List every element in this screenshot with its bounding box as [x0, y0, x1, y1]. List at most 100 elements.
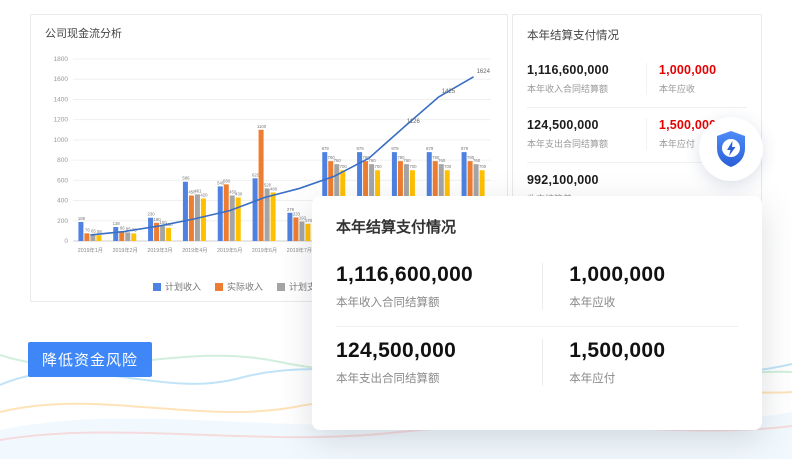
- stats-cell: 1,116,600,000 本年收入合同结算额: [527, 63, 646, 95]
- svg-text:2019年2月: 2019年2月: [113, 246, 138, 254]
- svg-text:879: 879: [356, 146, 364, 151]
- svg-text:700: 700: [479, 164, 487, 169]
- svg-text:600: 600: [57, 177, 68, 184]
- svg-text:879: 879: [322, 146, 330, 151]
- card-value: 124,500,000: [336, 339, 457, 362]
- card-value: 1,500,000: [569, 339, 666, 362]
- svg-text:700: 700: [409, 164, 417, 169]
- security-shield-badge: [699, 117, 763, 181]
- shield-lightning-icon: [717, 131, 745, 167]
- svg-text:450: 450: [229, 190, 237, 195]
- stat-value: 1,000,000: [658, 63, 717, 77]
- svg-text:560: 560: [223, 178, 231, 183]
- stat-label: 本年支出合同结算额: [527, 139, 609, 149]
- stat-value: 992,100,000: [527, 173, 599, 187]
- svg-text:180: 180: [153, 217, 161, 222]
- stats-row: 1,116,600,000 本年收入合同结算额 1,000,000 本年应收: [527, 53, 747, 108]
- legend-item: 计划支出: [277, 280, 325, 293]
- svg-text:790: 790: [397, 155, 405, 160]
- card-label: 本年应收: [569, 297, 616, 309]
- svg-text:1624: 1624: [477, 69, 491, 75]
- card-cell: 1,500,000 本年应付: [542, 339, 738, 386]
- svg-text:233: 233: [293, 211, 301, 216]
- stat-value: 1,500,000: [658, 118, 717, 132]
- card-value: 1,116,600,000: [336, 263, 474, 286]
- svg-text:1000: 1000: [54, 137, 69, 144]
- svg-text:1100: 1100: [257, 124, 267, 129]
- card-cell: 1,116,600,000 本年收入合同结算额: [336, 263, 542, 310]
- svg-text:2019年4月: 2019年4月: [182, 246, 207, 254]
- svg-text:760: 760: [438, 158, 446, 163]
- card-row: 124,500,000 本年支出合同结算额 1,500,000 本年应付: [336, 326, 738, 402]
- svg-text:96: 96: [120, 225, 125, 230]
- svg-text:700: 700: [374, 164, 382, 169]
- stats-cell: 1,000,000 本年应收: [645, 63, 747, 95]
- svg-text:430: 430: [235, 192, 243, 197]
- svg-text:450: 450: [188, 190, 196, 195]
- svg-text:1126: 1126: [407, 119, 421, 125]
- svg-text:790: 790: [467, 155, 475, 160]
- svg-text:420: 420: [200, 193, 208, 198]
- stat-label: 本年收入合同结算额: [527, 84, 609, 94]
- svg-text:85: 85: [126, 226, 131, 231]
- svg-text:188: 188: [78, 216, 86, 221]
- svg-text:760: 760: [334, 158, 342, 163]
- svg-text:65: 65: [91, 228, 96, 233]
- svg-text:760: 760: [368, 158, 376, 163]
- svg-text:879: 879: [461, 146, 469, 151]
- svg-text:620: 620: [252, 172, 260, 177]
- svg-text:279: 279: [287, 207, 295, 212]
- card-label: 本年收入合同结算额: [336, 297, 440, 309]
- svg-text:790: 790: [362, 155, 370, 160]
- svg-text:1400: 1400: [54, 96, 69, 103]
- svg-text:1800: 1800: [54, 56, 69, 63]
- card-value: 1,000,000: [569, 263, 666, 286]
- legend-item: 计划收入: [152, 280, 201, 293]
- svg-text:58: 58: [97, 229, 102, 234]
- svg-text:540: 540: [217, 180, 225, 185]
- svg-text:461: 461: [194, 188, 202, 193]
- svg-text:790: 790: [328, 155, 336, 160]
- svg-text:1200: 1200: [54, 117, 69, 124]
- svg-text:760: 760: [473, 158, 481, 163]
- card-cell: 1,000,000 本年应收: [542, 263, 738, 310]
- card-cell: 124,500,000 本年支出合同结算额: [336, 339, 542, 386]
- settlement-detail-card: 本年结算支付情况 1,116,600,000 本年收入合同结算额 1,000,0…: [312, 196, 762, 430]
- cash-flow-panel-title: 公司现金流分析: [45, 28, 122, 40]
- svg-text:760: 760: [403, 158, 411, 163]
- settlement-stats-title: 本年结算支付情况: [527, 30, 619, 42]
- stat-label: 本年应付: [658, 139, 695, 149]
- svg-text:800: 800: [57, 157, 68, 164]
- svg-text:879: 879: [391, 146, 399, 151]
- stat-label: 本年应收: [658, 84, 695, 94]
- svg-text:790: 790: [432, 155, 440, 160]
- svg-text:2019年6月: 2019年6月: [252, 246, 277, 254]
- settlement-card-title: 本年结算支付情况: [336, 219, 457, 236]
- svg-text:700: 700: [340, 164, 348, 169]
- svg-text:2019年3月: 2019年3月: [147, 246, 172, 254]
- reduce-capital-risk-tab[interactable]: 降低资金风险: [28, 342, 153, 377]
- card-label: 本年应付: [569, 373, 616, 385]
- card-row: 1,116,600,000 本年收入合同结算额 1,000,000 本年应收: [336, 251, 738, 326]
- svg-text:400: 400: [57, 198, 68, 205]
- stats-cell: 124,500,000 本年支出合同结算额: [527, 118, 646, 150]
- svg-text:170: 170: [305, 218, 313, 223]
- svg-text:520: 520: [264, 182, 272, 187]
- svg-text:480: 480: [270, 186, 278, 191]
- svg-text:2019年5月: 2019年5月: [217, 246, 242, 254]
- svg-text:150: 150: [159, 220, 167, 225]
- svg-text:138: 138: [113, 221, 121, 226]
- svg-text:1600: 1600: [54, 76, 69, 83]
- svg-text:193: 193: [299, 215, 307, 220]
- stats-row: 124,500,000 本年支出合同结算额 1,500,000 本年应付: [527, 108, 747, 163]
- stats-cell: 1,500,000 本年应付: [645, 118, 747, 150]
- svg-text:76: 76: [85, 227, 90, 232]
- stat-value: 124,500,000: [527, 118, 599, 132]
- legend-item: 实际收入: [214, 280, 263, 293]
- svg-text:200: 200: [57, 218, 68, 225]
- svg-text:1425: 1425: [442, 89, 456, 95]
- svg-text:230: 230: [147, 212, 155, 217]
- svg-text:2019年1月: 2019年1月: [78, 246, 103, 254]
- svg-text:879: 879: [426, 146, 434, 151]
